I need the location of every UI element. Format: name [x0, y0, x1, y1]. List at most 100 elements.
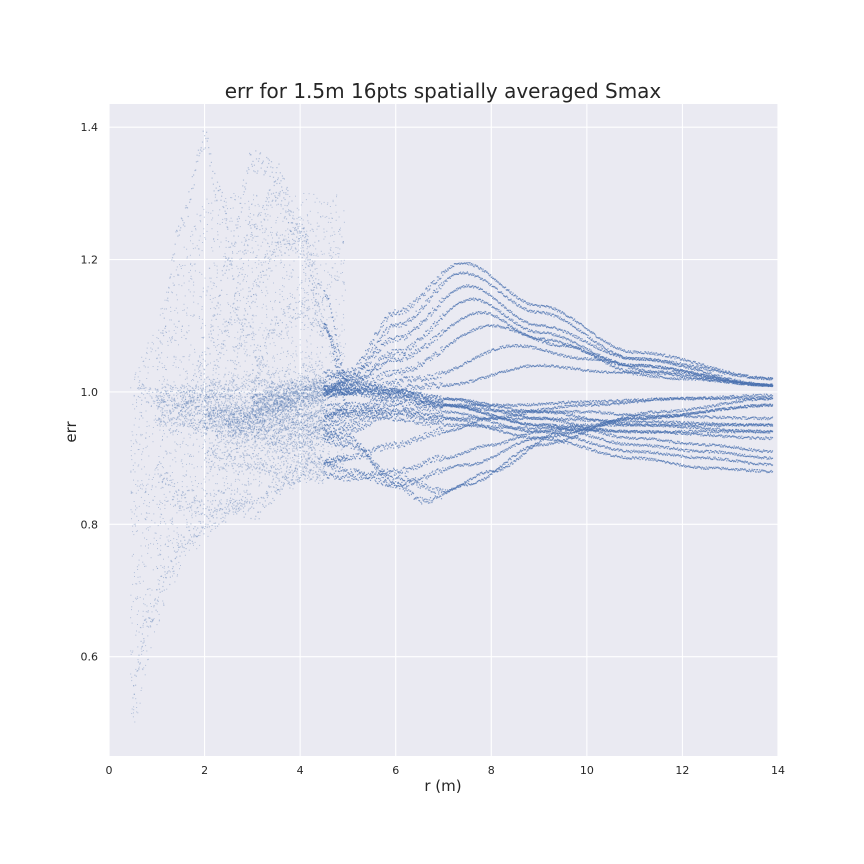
- scatter-point: [604, 340, 606, 342]
- scatter-point: [201, 417, 204, 420]
- scatter-point: [333, 384, 335, 387]
- scatter-point: [569, 432, 572, 434]
- scatter-point: [568, 322, 570, 324]
- scatter-point: [518, 318, 520, 320]
- scatter-point: [337, 385, 339, 388]
- scatter-point: [681, 415, 683, 417]
- scatter-point: [453, 290, 455, 292]
- scatter-point: [328, 385, 330, 387]
- scatter-point: [533, 323, 535, 325]
- scatter-point: [679, 370, 681, 372]
- scatter-point: [575, 337, 577, 339]
- scatter-point: [517, 443, 519, 445]
- scatter-point: [353, 374, 355, 376]
- scatter-point: [406, 324, 408, 326]
- scatter-point: [598, 354, 600, 356]
- scatter-point: [665, 368, 667, 370]
- scatter-point: [583, 349, 585, 351]
- scatter-point: [593, 332, 595, 334]
- scatter-point: [286, 404, 288, 406]
- scatter-point: [683, 358, 686, 360]
- scatter-point: [460, 465, 462, 467]
- scatter-point: [551, 338, 553, 340]
- scatter-point: [452, 467, 454, 469]
- scatter-point: [457, 302, 460, 305]
- scatter-point: [406, 357, 408, 359]
- scatter-point: [374, 367, 376, 369]
- scatter-point: [463, 317, 465, 320]
- scatter-point: [456, 289, 458, 291]
- scatter-point: [548, 333, 550, 335]
- scatter-point: [420, 339, 422, 341]
- scatter-point: [556, 340, 559, 342]
- scatter-point: [283, 392, 285, 395]
- scatter-point: [411, 316, 413, 319]
- scatter-point: [273, 393, 275, 395]
- scatter-point: [524, 334, 526, 336]
- scatter-point: [304, 396, 306, 398]
- scatter-point: [257, 410, 260, 412]
- scatter-point: [610, 350, 612, 352]
- scatter-point: [370, 355, 372, 357]
- scatter-point: [450, 265, 452, 267]
- scatter-point: [298, 401, 300, 403]
- scatter-point: [457, 263, 460, 265]
- scatter-point: [481, 462, 483, 464]
- scatter-point: [491, 314, 493, 316]
- scatter-point: [392, 486, 394, 488]
- scatter-point: [580, 340, 582, 342]
- scatter-point: [513, 295, 516, 297]
- scatter-point: [488, 294, 490, 296]
- scatter-point: [461, 302, 463, 304]
- scatter-point: [300, 396, 302, 398]
- scatter-point: [578, 323, 580, 325]
- scatter-point: [717, 409, 719, 412]
- scatter-point: [423, 475, 425, 477]
- scatter-point: [452, 291, 454, 293]
- scatter-point: [467, 262, 469, 264]
- scatter-point: [277, 407, 279, 409]
- scatter-point: [302, 445, 304, 447]
- scatter-point: [457, 321, 460, 323]
- scatter-point: [232, 421, 234, 423]
- scatter-point: [460, 262, 462, 264]
- scatter-point: [556, 308, 558, 310]
- scatter-point: [422, 308, 424, 310]
- scatter-point: [313, 388, 316, 390]
- scatter-point: [209, 419, 211, 421]
- scatter-point: [305, 389, 307, 391]
- scatter-point: [592, 331, 594, 333]
- scatter-point: [300, 385, 302, 387]
- scatter-point: [717, 369, 719, 372]
- scatter-point: [593, 340, 595, 342]
- scatter-point: [722, 372, 724, 374]
- scatter-point: [511, 311, 513, 313]
- scatter-point: [404, 334, 406, 336]
- scatter-point: [619, 363, 621, 365]
- scatter-point: [329, 378, 331, 380]
- scatter-point: [691, 373, 693, 375]
- scatter-point: [320, 400, 322, 402]
- scatter-point: [543, 337, 546, 339]
- scatter-point: [404, 354, 406, 356]
- scatter-point: [722, 377, 724, 379]
- scatter-point: [454, 273, 456, 275]
- scatter-point: [703, 368, 705, 370]
- scatter-point: [696, 367, 698, 369]
- scatter-point: [510, 311, 512, 313]
- scatter-point: [236, 420, 238, 422]
- scatter-point: [419, 337, 421, 339]
- scatter-point: [423, 295, 425, 297]
- scatter-point: [393, 349, 395, 351]
- scatter-point: [433, 289, 435, 291]
- scatter-point: [624, 357, 626, 359]
- scatter-point: [435, 324, 437, 326]
- scatter-point: [694, 366, 696, 369]
- scatter-point: [526, 327, 528, 329]
- scatter-point: [294, 390, 296, 392]
- scatter-point: [498, 291, 500, 293]
- scatter-point: [249, 412, 251, 414]
- scatter-point: [681, 369, 683, 372]
- scatter-point: [249, 406, 251, 408]
- scatter-point: [256, 416, 258, 418]
